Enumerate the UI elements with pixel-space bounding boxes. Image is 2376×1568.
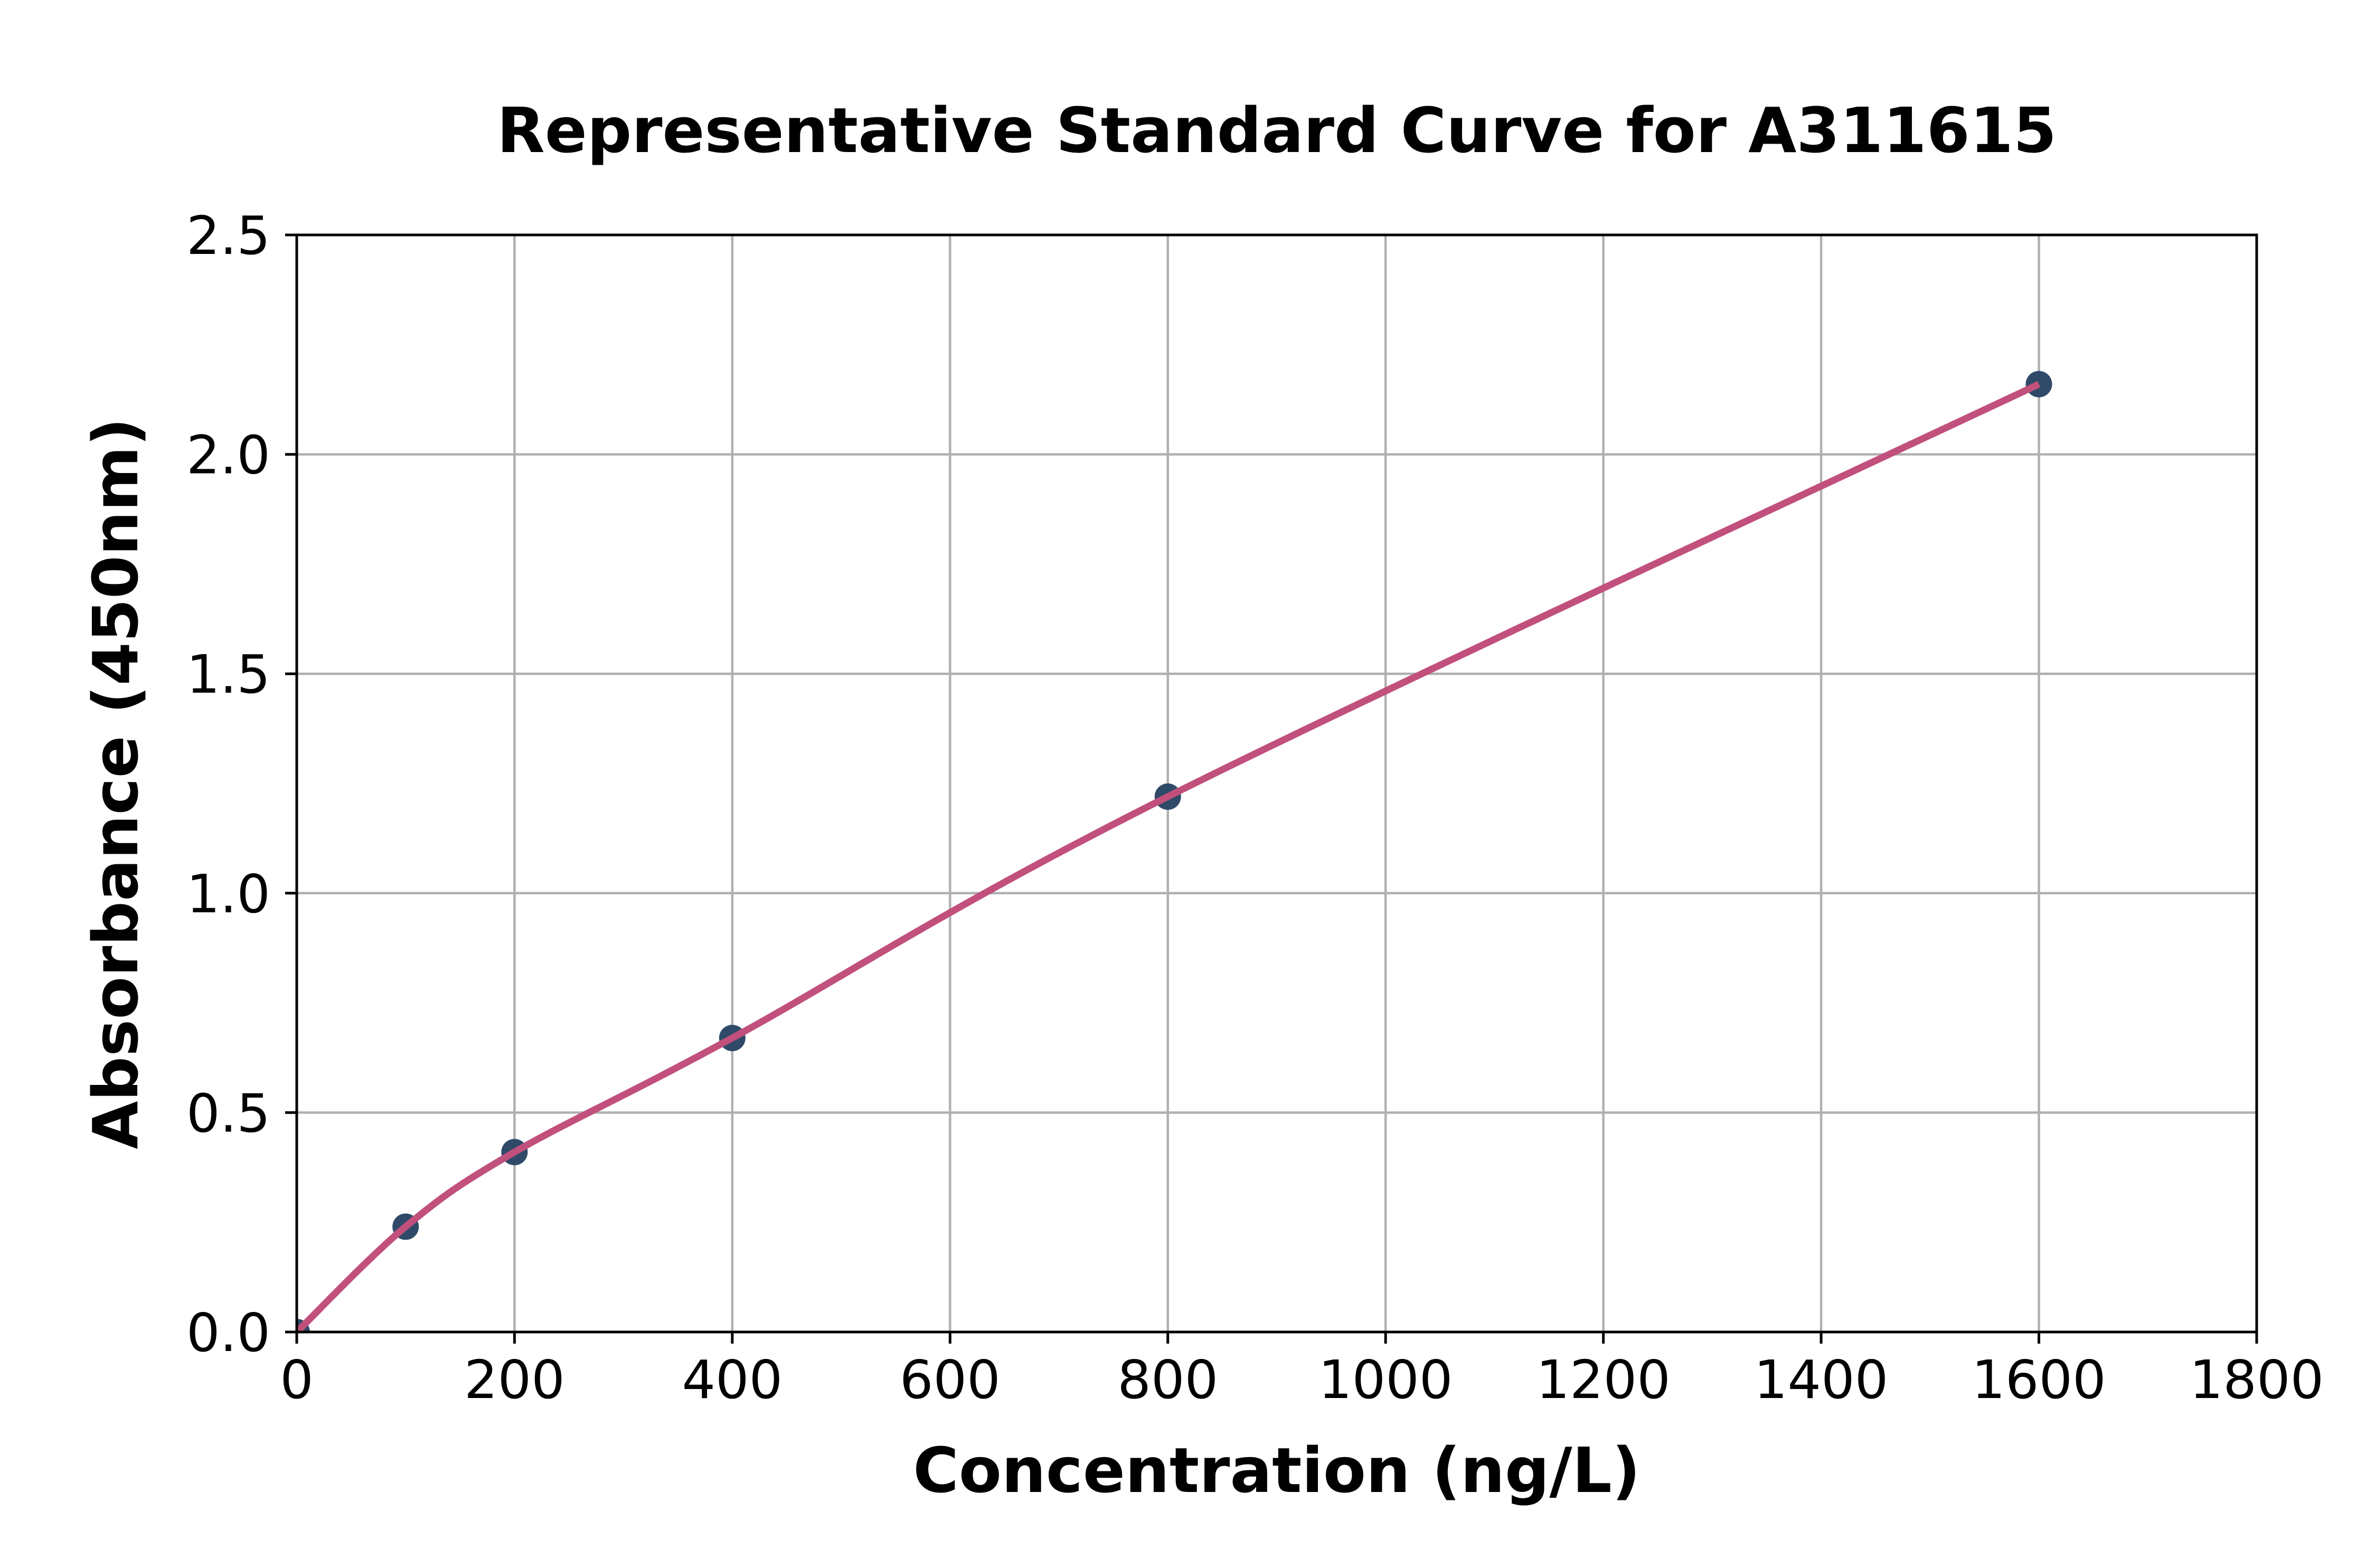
x-tick-label: 1200	[1536, 1349, 1671, 1411]
tick-labels-layer: 0 200 400 600 800 1000 1200 1400 1600 1800 0.0 0.5 1…	[186, 205, 2324, 1411]
y-axis-label: Absorbance (450nm)	[79, 418, 152, 1149]
x-tick-label: 1600	[1972, 1349, 2106, 1411]
x-tick-label: 400	[682, 1349, 782, 1411]
x-axis-label: Concentration (ng/L)	[913, 1434, 1640, 1507]
tick-marks-layer	[285, 233, 2258, 1344]
x-tick-label: 600	[900, 1349, 1001, 1411]
data-layer	[297, 371, 2052, 1332]
y-tick-label: 0.5	[186, 1082, 270, 1144]
plot-border	[295, 233, 2258, 1334]
x-tick-label: 1400	[1754, 1349, 1889, 1411]
y-tick-label: 2.0	[186, 424, 270, 486]
x-tick-label: 1800	[2190, 1349, 2324, 1411]
grid-layer	[295, 233, 2258, 1334]
y-tick-label: 0.0	[186, 1302, 270, 1364]
x-tick-label: 0	[280, 1349, 314, 1411]
x-tick-label: 1000	[1318, 1349, 1453, 1411]
y-tick-label: 1.5	[186, 644, 270, 705]
y-tick-label: 2.5	[186, 205, 270, 267]
chart-title: Representative Standard Curve for A31161…	[497, 94, 2057, 167]
x-tick-label: 800	[1117, 1349, 1218, 1411]
y-tick-label: 1.0	[186, 863, 270, 925]
fit-curve	[297, 381, 2041, 1332]
x-tick-label: 200	[464, 1349, 565, 1411]
